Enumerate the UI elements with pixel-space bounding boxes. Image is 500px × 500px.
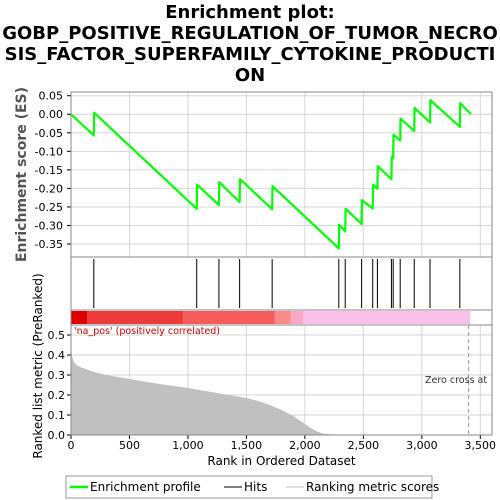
legend-label: Enrichment profile (90, 480, 201, 494)
x-tick-label: 0 (68, 439, 75, 452)
legend-label: Ranking metric scores (306, 480, 439, 494)
hits-frame (70, 256, 493, 311)
metric-frame (70, 324, 493, 436)
es-y-tick-label: -0.05 (35, 127, 63, 140)
es-y-tick-label: -0.15 (35, 164, 63, 177)
axes-text: Enrichment score (ES) Ranked list metric… (14, 87, 487, 468)
hits-panel (70, 256, 493, 311)
x-axis-label: Rank in Ordered Dataset (207, 454, 355, 468)
title-line-2: GOBP_POSITIVE_REGULATION_OF_TUMOR_NECRO (2, 23, 498, 44)
legend-box (65, 475, 433, 499)
metric-y-tick-label: 0.1 (48, 409, 66, 422)
legend: Enrichment profile Hits Ranking metric sco… (65, 475, 439, 499)
colorbar-segment (290, 311, 304, 324)
colorbar-segment (303, 311, 471, 324)
title-line-4: ON (234, 65, 266, 86)
title-line-1: Enrichment plot: (165, 2, 335, 23)
es-plot-area (71, 92, 492, 257)
chart-title: Enrichment plot: GOBP_POSITIVE_REGULATIO… (0, 2, 500, 86)
ranking-metric-area (71, 345, 471, 435)
enrichment-profile-line (70, 99, 472, 250)
metric-y-tick-label: 0.5 (48, 329, 66, 342)
x-tick-label: 1,000 (172, 439, 204, 452)
metric-panel: 0.0 0.1 0.2 0.3 0.4 0.5 0 500 1,000 1,500 2,000 2,5… (48, 324, 497, 452)
x-tick-label: 1,500 (231, 439, 263, 452)
x-tick-label: 3,500 (465, 439, 497, 452)
correlation-annotation: 'na_pos' (positively correlated) (74, 326, 220, 337)
x-tick-label: 500 (119, 439, 140, 452)
es-y-tick-label: -0.20 (35, 182, 63, 195)
es-panel: 0.05 0.00 -0.05 -0.10 -0.15 -0.20 -0.25 -0.30 -0… (35, 90, 493, 258)
colorbar-segment (274, 311, 291, 324)
colorbar-segment (87, 311, 184, 324)
metric-y-tick-label: 0.0 (48, 429, 66, 442)
colorbar-segment (71, 311, 88, 324)
es-y-tick-label: -0.25 (35, 201, 63, 214)
colorbar-segment (183, 311, 275, 324)
es-y-tick-label: 0.00 (39, 108, 64, 121)
colorbar-panel (70, 309, 493, 326)
x-tick-label: 2,000 (289, 439, 321, 452)
es-y-tick-label: -0.30 (35, 219, 63, 232)
x-tick-label: 3,000 (406, 439, 438, 452)
metric-y-tick-label: 0.2 (48, 389, 66, 402)
metric-y-tick-label: 0.3 (48, 369, 66, 382)
zero-cross-label: Zero cross at (425, 375, 487, 386)
es-y-tick-label: 0.05 (39, 90, 64, 103)
es-y-tick-label: -0.10 (35, 145, 63, 158)
metric-y-tick-label: 0.4 (48, 349, 66, 362)
es-y-axis-label: Enrichment score (ES) (14, 87, 30, 262)
title-line-3: SIS_FACTOR_SUPERFAMILY_CYTOKINE_PRODUCTI (4, 44, 496, 65)
metric-y-axis-label: Ranked list metric (PreRanked) (31, 273, 45, 458)
legend-label: Hits (244, 480, 267, 494)
es-y-tick-label: -0.35 (35, 238, 63, 251)
x-tick-label: 2,500 (348, 439, 380, 452)
